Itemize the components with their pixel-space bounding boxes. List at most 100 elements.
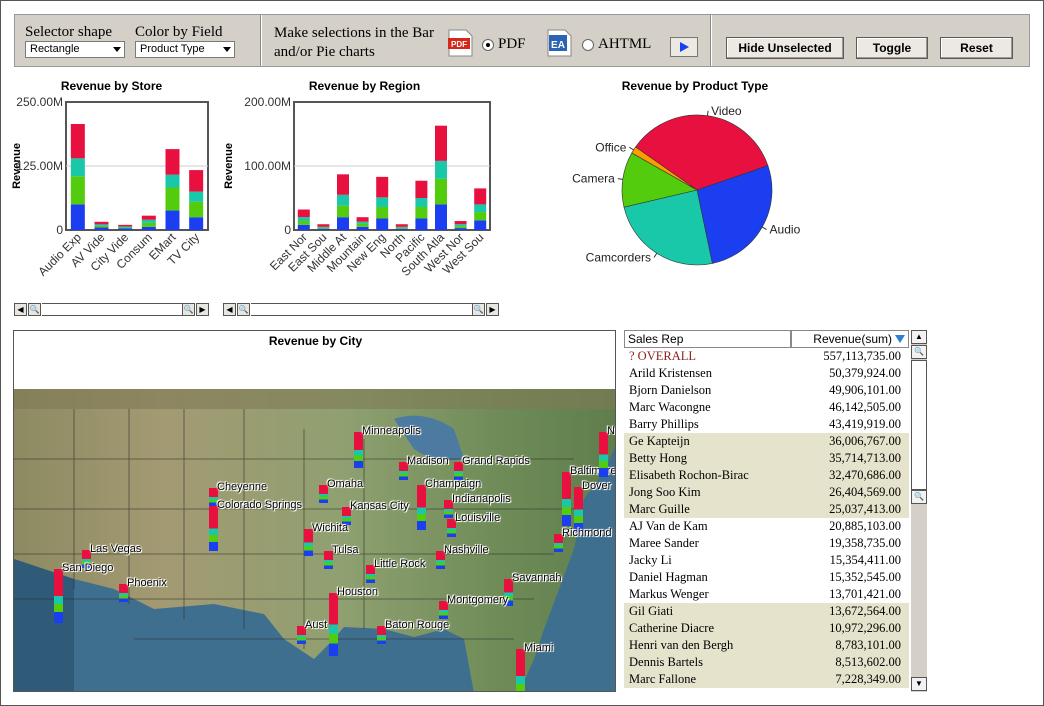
pdf-radio[interactable] — [482, 39, 494, 51]
scroll-track[interactable] — [251, 303, 472, 316]
city-revenue-bar[interactable] — [319, 485, 328, 503]
city-revenue-bar[interactable] — [209, 488, 218, 506]
scroll-right-icon[interactable]: ▶ — [196, 303, 209, 316]
reset-button[interactable]: Reset — [940, 37, 1013, 59]
pdf-icon[interactable]: PDF — [447, 29, 473, 57]
city-revenue-bar[interactable] — [329, 593, 338, 656]
col-header-revenue[interactable]: Revenue(sum) — [791, 330, 909, 348]
run-button[interactable] — [670, 37, 698, 57]
sort-desc-icon[interactable] — [895, 335, 905, 344]
scroll-left-icon[interactable]: ◀ — [223, 303, 236, 316]
bar-segment-camera — [337, 205, 349, 218]
city-revenue-bar[interactable] — [562, 472, 571, 526]
col-header-sales-rep[interactable]: Sales Rep — [624, 330, 791, 348]
city-revenue-bar[interactable] — [119, 584, 128, 602]
city-revenue-bar[interactable] — [399, 462, 408, 480]
table-row[interactable]: Marc Wacongne 46,142,505.00 — [624, 399, 909, 416]
sales-rep-cell: Betty Hong — [629, 451, 687, 465]
table-row[interactable]: Dennis Bartels 8,513,602.00 — [624, 654, 909, 671]
city-label: Indianapolis — [452, 493, 511, 505]
bar-segment-camcorders — [474, 204, 487, 213]
city-revenue-bar[interactable] — [54, 569, 63, 623]
table-row[interactable]: Ge Kapteijn 36,006,767.00 — [624, 433, 909, 450]
table-row[interactable]: AJ Van de Kam 20,885,103.00 — [624, 518, 909, 535]
ahtml-radio[interactable] — [582, 39, 594, 51]
hide-unselected-button[interactable]: Hide Unselected — [726, 37, 844, 59]
table-row[interactable]: Marc Guille 25,037,413.00 — [624, 501, 909, 518]
table-row[interactable]: Barry Phillips 43,419,919.00 — [624, 416, 909, 433]
scroll-track[interactable] — [42, 303, 182, 316]
city-revenue-bar[interactable] — [599, 432, 608, 477]
city-revenue-bar[interactable] — [444, 500, 453, 518]
scroll-left-icon[interactable]: ◀ — [14, 303, 27, 316]
city-revenue-bar[interactable] — [82, 550, 91, 568]
toggle-button[interactable]: Toggle — [856, 37, 928, 59]
scroll-thumb-track[interactable] — [911, 360, 927, 490]
bar-segment-camera — [356, 223, 369, 227]
zoom-icon[interactable]: 🔍 — [911, 345, 927, 359]
table-row[interactable]: Gil Giati 13,672,564.00 — [624, 603, 909, 620]
city-revenue-bar[interactable] — [554, 534, 563, 552]
city-revenue-bar[interactable] — [574, 487, 583, 532]
city-revenue-bar[interactable] — [439, 601, 448, 619]
city-revenue-bar[interactable] — [417, 485, 426, 530]
revenue-cell: 26,404,569.00 — [829, 485, 901, 499]
pie-leader-line — [706, 110, 709, 116]
table-row[interactable]: Bjorn Danielson 49,906,101.00 — [624, 382, 909, 399]
zoom-icon[interactable]: 🔍 — [28, 303, 41, 316]
table-row[interactable]: Marc Fallone 7,228,349.00 — [624, 671, 909, 688]
sales-rep-cell: Henri van den Bergh — [629, 638, 734, 652]
zoom-icon[interactable]: 🔍 — [911, 490, 927, 504]
bar-segment-camera — [395, 227, 408, 229]
table-scrollbar[interactable]: ▲ 🔍 🔍 ▼ — [911, 330, 927, 692]
table-row[interactable]: Jong Soo Kim 26,404,569.00 — [624, 484, 909, 501]
scroll-down-icon[interactable]: ▼ — [911, 677, 927, 691]
table-row[interactable]: Arild Kristensen 50,379,924.00 — [624, 365, 909, 382]
zoom-icon[interactable]: 🔍 — [182, 303, 195, 316]
selector-shape-select[interactable]: Rectangle — [25, 41, 125, 58]
city-revenue-bar[interactable] — [324, 551, 333, 569]
product-type-pie-chart[interactable]: Video Audio Camcorders Camera Office — [560, 100, 820, 300]
city-label: Cheyenne — [217, 481, 268, 493]
bar-segment-video — [415, 180, 428, 198]
sales-rep-cell: Catherine Diacre — [629, 621, 715, 635]
city-revenue-bar[interactable] — [454, 462, 463, 480]
table-overall-row[interactable]: ? OVERALL 557,113,735.00 — [624, 348, 909, 365]
city-revenue-bar[interactable] — [342, 507, 351, 525]
table-row[interactable]: Elisabeth Rochon-Birac 32,470,686.00 — [624, 467, 909, 484]
table-row[interactable]: Henri van den Bergh 8,783,101.00 — [624, 637, 909, 654]
zoom-icon[interactable]: 🔍 — [237, 303, 250, 316]
table-row[interactable]: Betty Hong 35,714,713.00 — [624, 450, 909, 467]
table-row[interactable]: Daniel Hagman 15,352,545.00 — [624, 569, 909, 586]
city-revenue-bar[interactable] — [366, 565, 375, 583]
region-chart-scrollbar[interactable]: ◀ 🔍 🔍 ▶ — [223, 303, 502, 316]
city-revenue-bar[interactable] — [297, 626, 306, 644]
city-revenue-bar[interactable] — [516, 649, 525, 691]
scroll-right-icon[interactable]: ▶ — [486, 303, 499, 316]
table-row[interactable]: Catherine Diacre 10,972,296.00 — [624, 620, 909, 637]
scroll-up-icon[interactable]: ▲ — [911, 330, 927, 344]
city-revenue-bar[interactable] — [209, 506, 218, 551]
city-revenue-bar[interactable] — [504, 579, 513, 606]
table-row[interactable]: Maree Sander 19,358,735.00 — [624, 535, 909, 552]
city-revenue-bar[interactable] — [447, 519, 456, 537]
zoom-icon[interactable]: 🔍 — [472, 303, 485, 316]
city-revenue-bar[interactable] — [304, 529, 313, 556]
store-chart-scrollbar[interactable]: ◀ 🔍 🔍 ▶ — [14, 303, 212, 316]
bar-segment-audio — [70, 204, 85, 230]
bar-segment-audio — [317, 228, 330, 230]
city-revenue-bar[interactable] — [377, 626, 386, 644]
city-revenue-bar[interactable] — [354, 432, 363, 468]
city-map[interactable]: Minneapolis Madison Grand Rapids Cheyenne Om… — [14, 389, 616, 691]
ahtml-icon[interactable]: EA — [546, 29, 572, 57]
bar-segment-audio — [454, 228, 467, 230]
city-label: Baltimore — [570, 465, 616, 477]
toolbar-divider — [260, 15, 262, 66]
table-row[interactable]: Markus Wenger 13,701,421.00 — [624, 586, 909, 603]
play-icon — [680, 42, 689, 52]
city-revenue-bar[interactable] — [436, 551, 445, 569]
color-by-select[interactable]: Product Type — [135, 41, 235, 58]
table-row[interactable]: Jacky Li 15,354,411.00 — [624, 552, 909, 569]
